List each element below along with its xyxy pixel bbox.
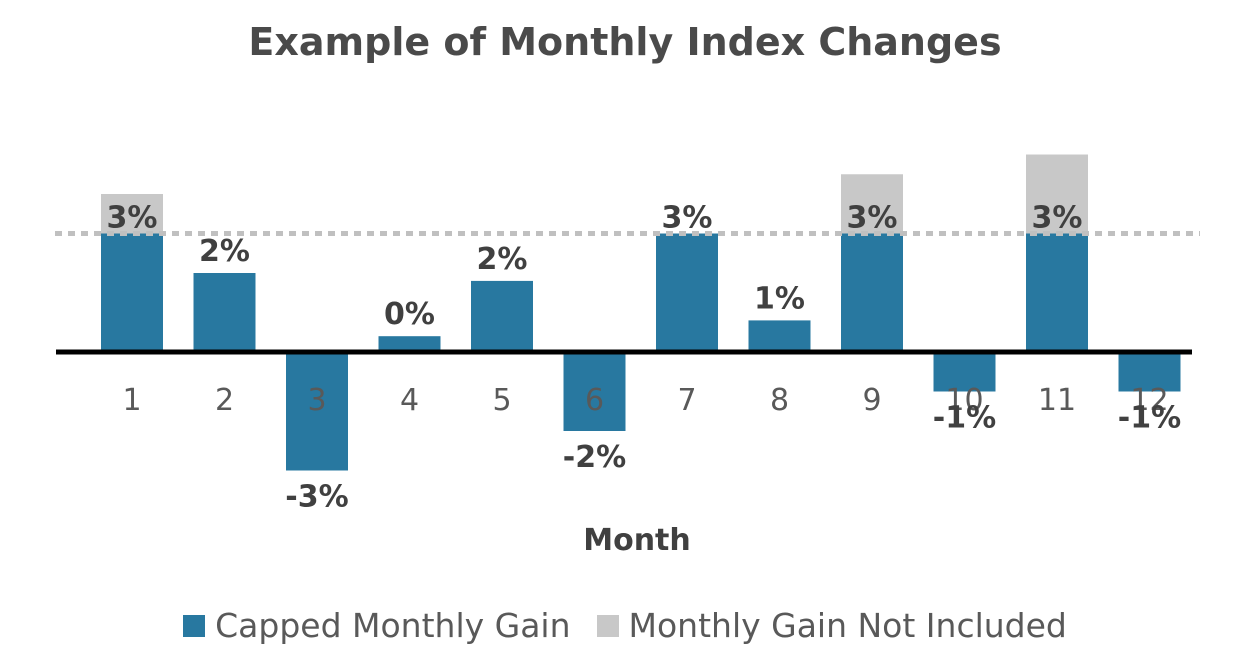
data-label-12: -1% [1118, 401, 1181, 436]
x-tick-label-1: 1 [122, 383, 141, 418]
data-label-3: -3% [285, 480, 348, 515]
bar-capped-8 [748, 320, 811, 352]
chart-title: Example of Monthly Index Changes [248, 20, 1002, 64]
bars-group [101, 154, 1181, 471]
legend-item-not-included: Monthly Gain Not Included [596, 606, 1067, 645]
bar-capped-7 [656, 233, 718, 352]
x-tick-label-5: 5 [492, 383, 511, 418]
tick-labels-group: 1 2 3 4 5 6 7 8 9 10 11 12 [122, 383, 1168, 418]
legend-swatch-capped [183, 614, 206, 637]
bar-capped-11 [1026, 233, 1088, 352]
x-tick-label-10: 10 [945, 383, 983, 418]
x-tick-label-8: 8 [770, 383, 789, 418]
legend-item-capped: Capped Monthly Gain [183, 606, 571, 645]
legend-label-not-included: Monthly Gain Not Included [628, 606, 1067, 645]
x-axis-title: Month [583, 523, 691, 558]
bar-not-included-9 [841, 174, 903, 234]
bar-not-included-11 [1026, 154, 1088, 234]
data-label-4: 0% [384, 297, 435, 332]
data-labels-group: 3% 2% -3% 0% 2% -2% 3% 1% 3% -1% 3% -1% [107, 201, 1182, 515]
x-tick-label-12: 12 [1130, 383, 1168, 418]
x-tick-label-3: 3 [307, 383, 326, 418]
data-label-5: 2% [477, 242, 528, 277]
legend-swatch-not-included [596, 614, 619, 637]
x-tick-label-11: 11 [1038, 383, 1076, 418]
x-tick-label-4: 4 [400, 383, 419, 418]
x-tick-label-7: 7 [677, 383, 696, 418]
bar-capped-12 [1118, 352, 1181, 392]
bar-not-included-1 [101, 194, 163, 234]
data-label-6: -2% [563, 440, 626, 475]
bar-capped-5 [471, 280, 533, 352]
x-tick-label-2: 2 [215, 383, 234, 418]
x-tick-label-9: 9 [862, 383, 881, 418]
bar-capped-9 [841, 233, 903, 352]
data-label-8: 1% [754, 281, 805, 316]
data-label-2: 2% [199, 234, 250, 269]
data-label-10: -1% [933, 401, 996, 436]
bar-capped-10 [933, 352, 996, 392]
data-label-7: 3% [662, 201, 713, 236]
bar-capped-3 [286, 352, 348, 471]
bar-capped-2 [193, 273, 256, 352]
bar-capped-4 [378, 336, 441, 352]
data-label-1: 3% [107, 201, 158, 236]
legend: Capped Monthly Gain Monthly Gain Not Inc… [0, 606, 1250, 645]
x-tick-label-6: 6 [585, 383, 604, 418]
data-label-9: 3% [847, 201, 898, 236]
bar-capped-6 [563, 352, 626, 431]
data-label-11: 3% [1032, 201, 1083, 236]
legend-label-capped: Capped Monthly Gain [215, 606, 571, 645]
bar-capped-1 [101, 233, 163, 352]
